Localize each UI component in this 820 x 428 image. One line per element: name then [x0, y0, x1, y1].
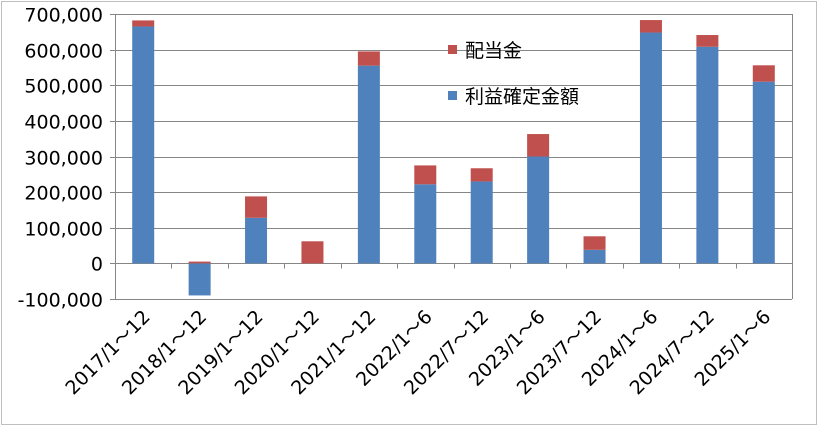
bar-segment	[245, 196, 268, 218]
y-tick-label: 300,000	[24, 148, 103, 170]
y-tick-label: -100,000	[18, 290, 103, 312]
bar-segment	[470, 168, 493, 182]
y-tick-label: 700,000	[24, 5, 103, 27]
bar-segment	[583, 249, 606, 264]
bar-segment	[583, 236, 606, 250]
bar-segment	[639, 32, 662, 264]
y-tick-label: 0	[91, 254, 103, 276]
bar-segment	[357, 65, 380, 264]
y-tick-label: 100,000	[24, 219, 103, 241]
bar-segment	[188, 261, 211, 264]
gridlines	[115, 14, 792, 300]
legend-swatch	[448, 91, 457, 100]
bar-segment	[414, 184, 437, 264]
y-tick-label: 600,000	[24, 41, 103, 63]
y-tick-label: 500,000	[24, 76, 103, 98]
legend-label: 配当金	[465, 40, 522, 62]
bar-segment	[132, 20, 155, 27]
bar-segment	[527, 156, 550, 264]
x-tick-labels: 2017/1～122018/1～122019/1～122020/1～122021…	[61, 306, 775, 399]
bar-segment	[132, 26, 155, 264]
legend-swatch	[448, 45, 457, 54]
y-tick-label: 400,000	[24, 112, 103, 134]
legend-label: 利益確定金額	[465, 86, 579, 108]
bar-segment	[188, 263, 211, 296]
bar-segment	[470, 181, 493, 264]
bar-segment	[414, 165, 437, 185]
bar-segment	[696, 46, 719, 264]
bar-segment	[301, 241, 324, 264]
y-tick-label: 200,000	[24, 183, 103, 205]
bar-segment	[357, 51, 380, 66]
y-tick-labels: 700,000 600,000 500,000 400,000 300,000 200,0…	[18, 5, 103, 312]
axes	[110, 14, 793, 300]
bar-segment	[245, 217, 268, 264]
bar-segment	[752, 81, 775, 264]
bar-segment	[696, 35, 719, 47]
bar-segment	[527, 134, 550, 157]
bars	[132, 20, 775, 296]
bar-segment	[752, 65, 775, 82]
bar-segment	[639, 20, 662, 33]
